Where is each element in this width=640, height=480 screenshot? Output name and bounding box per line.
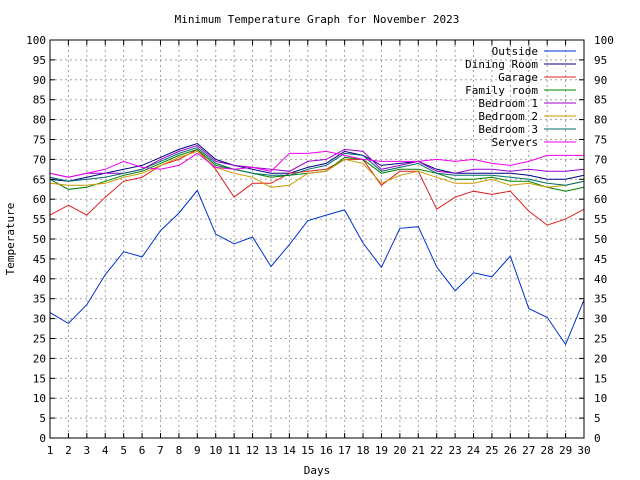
series-lines	[49, 142, 585, 346]
x-tick-label: 17	[338, 444, 351, 457]
y-tick-label-right: 15	[594, 372, 607, 385]
x-tick-label: 14	[283, 444, 297, 457]
y-tick-label: 30	[33, 313, 46, 326]
x-tick-label: 25	[485, 444, 498, 457]
y-tick-label-right: 50	[594, 233, 607, 246]
y-tick-label: 10	[33, 392, 46, 405]
y-tick-label: 50	[33, 233, 46, 246]
y-tick-label-right: 75	[594, 134, 607, 147]
y-tick-label: 15	[33, 372, 46, 385]
x-tick-label: 30	[577, 444, 590, 457]
x-tick-label: 9	[194, 444, 201, 457]
y-tick-label: 95	[33, 54, 46, 67]
legend-label-outside: Outside	[492, 45, 538, 58]
y-tick-label-right: 65	[594, 173, 607, 186]
plot-frame	[49, 39, 585, 439]
y-tick-label-right: 55	[594, 213, 607, 226]
y-tick-label-right: 90	[594, 74, 607, 87]
x-tick-label: 11	[228, 444, 241, 457]
legend-label-bedroom-3: Bedroom 3	[478, 123, 538, 136]
series-line-bedroom-3	[49, 146, 585, 186]
x-tick-label: 20	[393, 444, 406, 457]
y-tick-label: 70	[33, 153, 46, 166]
x-tick-label: 24	[467, 444, 481, 457]
y-tick-label-right: 35	[594, 293, 607, 306]
y-tick-label-right: 45	[594, 253, 607, 266]
y-tick-label: 90	[33, 74, 46, 87]
legend-label-dining-room: Dining Room	[465, 58, 538, 71]
y-tick-label-right: 85	[594, 94, 607, 107]
x-tick-label: 7	[157, 444, 164, 457]
y-tick-label: 75	[33, 134, 46, 147]
y-tick-label-right: 95	[594, 54, 607, 67]
y-tick-label: 80	[33, 114, 46, 127]
y-tick-label: 5	[39, 412, 46, 425]
x-tick-label: 6	[139, 444, 146, 457]
y-tick-label-right: 30	[594, 313, 607, 326]
y-tick-label-right: 40	[594, 273, 607, 286]
y-tick-label: 55	[33, 213, 46, 226]
series-line-servers	[49, 150, 584, 178]
x-tick-label: 26	[504, 444, 517, 457]
x-tick-label: 12	[246, 444, 259, 457]
x-tick-label: 13	[264, 444, 277, 457]
x-tick-label: 16	[320, 444, 333, 457]
y-tick-label: 25	[33, 333, 46, 346]
x-tick-label: 10	[209, 444, 222, 457]
y-tick-label: 20	[33, 352, 46, 365]
y-tick-label-right: 70	[594, 153, 607, 166]
y-tick-label: 35	[33, 293, 46, 306]
y-tick-label-right: 80	[594, 114, 607, 127]
y-tick-label: 40	[33, 273, 46, 286]
y-tick-label: 100	[26, 34, 46, 47]
legend-label-bedroom-2: Bedroom 2	[478, 110, 538, 123]
legend-label-family-room: Family room	[465, 84, 538, 97]
x-tick-label: 22	[430, 444, 443, 457]
gridlines	[50, 40, 584, 438]
y-tick-label-right: 0	[594, 432, 601, 445]
series-line-outside	[49, 189, 585, 346]
x-tick-label: 3	[84, 444, 91, 457]
x-tick-label: 15	[301, 444, 314, 457]
y-tick-label: 65	[33, 173, 46, 186]
legend-label-garage: Garage	[498, 71, 538, 84]
legend-label-bedroom-1: Bedroom 1	[478, 97, 538, 110]
x-tick-label: 23	[448, 444, 461, 457]
x-tick-label: 29	[559, 444, 572, 457]
y-tick-label: 85	[33, 94, 46, 107]
x-tick-label: 28	[541, 444, 554, 457]
y-tick-label-right: 5	[594, 412, 601, 425]
x-tick-label: 8	[176, 444, 183, 457]
y-tick-label-right: 20	[594, 352, 607, 365]
x-tick-label: 4	[102, 444, 109, 457]
y-tick-label: 60	[33, 193, 46, 206]
y-tick-label-right: 25	[594, 333, 607, 346]
legend-label-servers: Servers	[492, 136, 538, 149]
x-tick-label: 21	[412, 444, 425, 457]
x-tick-label: 19	[375, 444, 388, 457]
y-tick-label: 45	[33, 253, 46, 266]
x-tick-label: 5	[120, 444, 127, 457]
y-axis-label: Temperature	[4, 203, 17, 276]
x-tick-label: 27	[522, 444, 535, 457]
x-axis-label: Days	[304, 464, 331, 477]
x-tick-label: 18	[356, 444, 369, 457]
y-tick-label-right: 60	[594, 193, 607, 206]
y-tick-label: 0	[39, 432, 46, 445]
x-tick-label: 1	[47, 444, 54, 457]
chart-title: Minimum Temperature Graph for November 2…	[175, 13, 460, 26]
series-line-bedroom-2	[49, 150, 585, 188]
y-tick-label-right: 100	[594, 34, 614, 47]
series-line-garage	[49, 148, 585, 226]
y-tick-label-right: 10	[594, 392, 607, 405]
x-tick-label: 2	[65, 444, 72, 457]
